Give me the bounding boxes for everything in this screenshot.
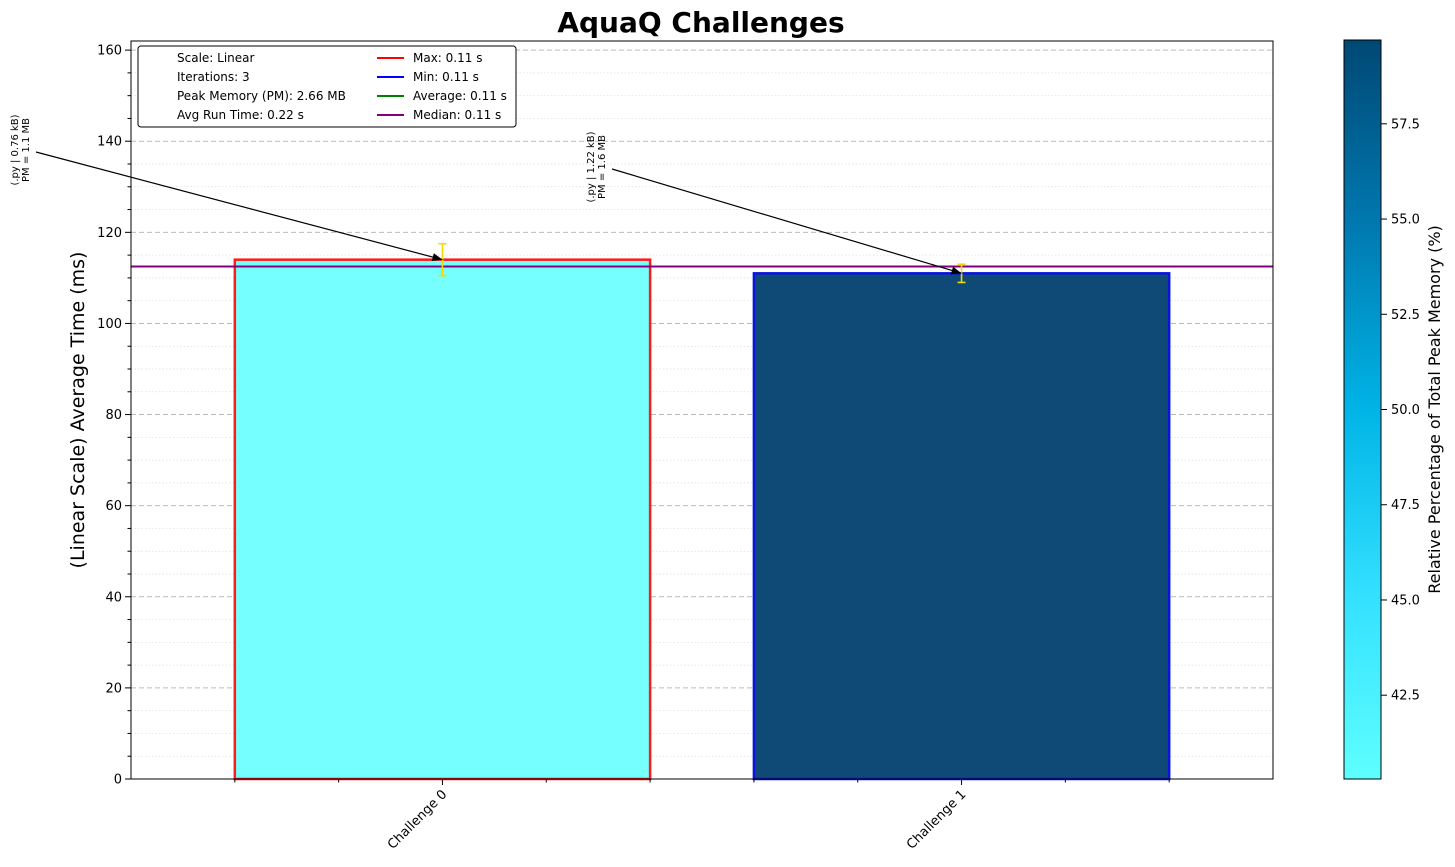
annotation-line1: (.py | 0.76 kB) [10, 114, 21, 185]
y-tick-label: 20 [105, 681, 122, 696]
y-tick-label: 40 [105, 590, 122, 605]
bar-0 [233, 258, 652, 781]
legend-line-entry: Min: 0.11 s [413, 70, 479, 84]
y-axis-label: (Linear Scale) Average Time (ms) [67, 252, 89, 569]
x-tick-label: Challenge 1 [904, 787, 969, 852]
x-tick-label: Challenge 0 [385, 787, 450, 852]
y-tick-label: 0 [114, 773, 122, 788]
colorbar-tick-label: 57.5 [1391, 117, 1420, 132]
legend-line-entry: Average: 0.11 s [413, 89, 507, 103]
annotation-0: (.py | 0.76 kB) PM = 1.1 MB [10, 114, 443, 261]
legend: Scale: Linear Iterations: 3 Peak Memory (P… [137, 45, 517, 128]
y-axis: 0 20 40 60 80 100 120 140 160 [97, 44, 131, 788]
legend-line-entry: Max: 0.11 s [413, 51, 482, 65]
x-axis: Challenge 0 Challenge 1 [234, 779, 1170, 853]
plot-frame [130, 40, 1274, 780]
colorbar-gradient [1343, 39, 1382, 780]
colorbar-tick-label: 42.5 [1391, 689, 1420, 704]
colorbar: 42.5 45.0 47.5 50.0 52.5 55.0 57.5 [1343, 39, 1420, 780]
annotation-line1: (.py | 1.22 kB) [586, 131, 597, 202]
y-tick-label: 120 [97, 226, 122, 241]
colorbar-tick-label: 47.5 [1391, 498, 1420, 513]
legend-box [137, 45, 517, 128]
annotation-1: (.py | 1.22 kB) PM = 1.6 MB [586, 131, 962, 275]
bar-1 [752, 272, 1171, 781]
colorbar-tick-label: 50.0 [1391, 403, 1420, 418]
y-tick-label: 140 [97, 135, 122, 150]
y-tick-label: 100 [97, 317, 122, 332]
colorbar-label: Relative Percentage of Total Peak Memory… [1425, 225, 1444, 594]
legend-info-entry: Avg Run Time: 0.22 s [177, 108, 304, 122]
y-tick-label: 80 [105, 408, 122, 423]
y-tick-label: 60 [105, 499, 122, 514]
bars [233, 258, 1171, 781]
legend-line-entry: Median: 0.11 s [413, 108, 501, 122]
chart-title: AquaQ Challenges [557, 6, 844, 39]
annotations: (.py | 0.76 kB) PM = 1.1 MB (.py | 1.22 kB… [10, 114, 962, 275]
colorbar-tick-label: 52.5 [1391, 308, 1420, 323]
legend-info-entry: Scale: Linear [177, 51, 255, 65]
annotation-line2: PM = 1.6 MB [597, 135, 608, 199]
legend-info-entry: Peak Memory (PM): 2.66 MB [177, 89, 346, 103]
colorbar-tick-label: 55.0 [1391, 213, 1420, 228]
error-bar-0 [438, 242, 447, 277]
legend-info-entry: Iterations: 3 [177, 70, 250, 84]
y-tick-label: 160 [97, 44, 122, 59]
colorbar-tick-label: 45.0 [1391, 593, 1420, 608]
annotation-line2: PM = 1.1 MB [21, 118, 32, 182]
